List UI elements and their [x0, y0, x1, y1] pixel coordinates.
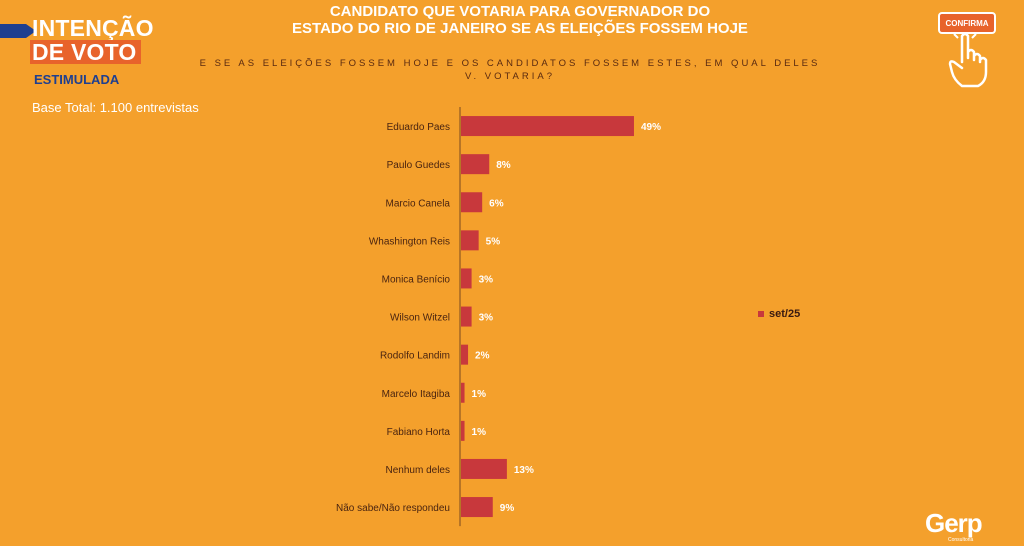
confirma-label: CONFIRMA [945, 19, 988, 28]
category-label: Nenhum deles [386, 465, 450, 476]
legend-swatch [758, 311, 764, 317]
badge-subtitle: ESTIMULADA [34, 72, 120, 87]
confirma-hand-icon: CONFIRMA [938, 12, 996, 88]
badge-title-line2: DE VOTO [30, 40, 141, 64]
bar [461, 306, 472, 327]
bar [461, 420, 465, 441]
category-label: Wilson Witzel [390, 313, 450, 324]
chart-title: CANDIDATO QUE VOTARIA PARA GOVERNADOR DO… [220, 3, 820, 37]
data-label: 5% [486, 236, 501, 247]
title-accent-tab [0, 24, 36, 38]
bar [461, 458, 507, 479]
chart-title-line2: ESTADO DO RIO DE JANEIRO SE AS ELEIÇÕES … [292, 20, 748, 37]
data-label: 49% [641, 122, 661, 133]
category-label: Paulo Guedes [387, 160, 450, 171]
data-label: 13% [514, 465, 534, 476]
badge-title-line1: INTENÇÃO [32, 15, 154, 41]
category-label: Marcelo Itagiba [382, 389, 451, 400]
gerp-logo: Gerp [925, 508, 983, 539]
data-label: 1% [472, 427, 487, 438]
survey-question: E SE AS ELEIÇÕES FOSSEM HOJE E OS CANDID… [199, 58, 821, 82]
data-label: 9% [500, 503, 515, 514]
category-label: Marcio Canela [386, 198, 451, 209]
bar [461, 116, 634, 137]
data-label: 2% [475, 351, 490, 362]
bar [461, 344, 469, 365]
base-total: Base Total: 1.100 entrevistas [32, 100, 199, 115]
category-label: Fabiano Horta [387, 427, 451, 438]
logo-text: Gerp [925, 508, 983, 538]
data-label: 3% [479, 274, 494, 285]
bar [461, 230, 479, 251]
bar [461, 497, 493, 518]
badge-title: INTENÇÃO DE VOTO [30, 15, 154, 64]
data-label: 8% [496, 160, 511, 171]
category-label: Whashington Reis [369, 236, 450, 247]
logo-tagline: Consultoria [948, 537, 974, 543]
category-label: Monica Benício [382, 274, 451, 285]
bar [461, 382, 465, 403]
legend-label: set/25 [769, 308, 801, 320]
data-label: 6% [489, 198, 504, 209]
data-label: 3% [479, 313, 494, 324]
chart-title-line1: CANDIDATO QUE VOTARIA PARA GOVERNADOR DO [329, 3, 711, 20]
bar [461, 268, 472, 289]
bar [461, 154, 490, 175]
data-label: 1% [472, 389, 487, 400]
category-label: Não sabe/Não respondeu [336, 503, 450, 514]
bar [461, 192, 483, 213]
category-label: Eduardo Paes [387, 122, 450, 133]
category-label: Rodolfo Landim [380, 351, 450, 362]
chart-legend: set/25 [758, 308, 800, 320]
